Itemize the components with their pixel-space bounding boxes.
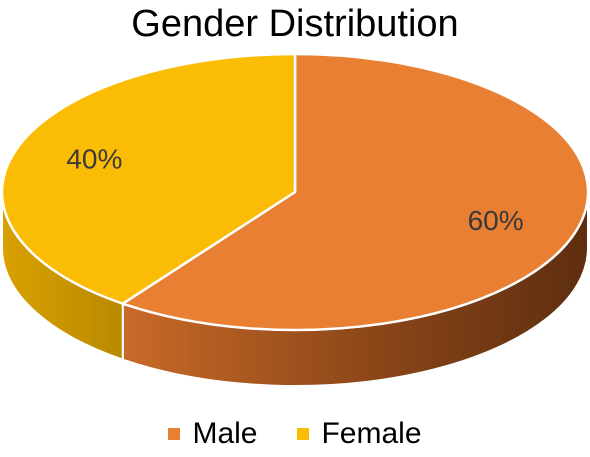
legend-label-male: Male [192,417,258,450]
legend-item-male: Male [168,417,257,451]
data-label-female: 40% [66,144,122,175]
legend-label-female: Female [321,417,422,450]
legend: Male Female [0,417,590,451]
chart-title: Gender Distribution [131,3,459,45]
legend-swatch-female [297,428,310,440]
pie-slice-female [0,52,297,305]
pie-slice-male [121,52,590,332]
legend-item-female: Female [297,417,422,451]
legend-swatch-male [168,428,181,440]
data-label-male: 60% [468,205,524,236]
